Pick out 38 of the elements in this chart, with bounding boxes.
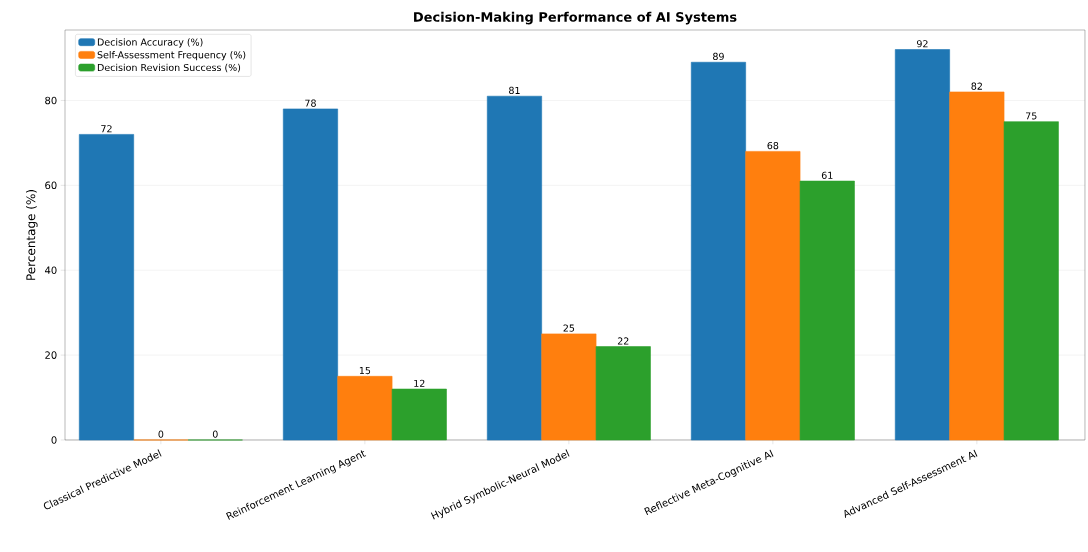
data-label: 82 (971, 82, 982, 90)
data-label: 0 (212, 430, 218, 438)
y-tick-label: 20 (45, 351, 57, 359)
data-label: 75 (1025, 112, 1037, 120)
data-label: 22 (617, 337, 629, 345)
chart-title: Decision-Making Performance of AI Systems (414, 11, 737, 25)
bar (78, 134, 134, 441)
data-label: 89 (713, 52, 724, 61)
data-label: 68 (767, 141, 779, 150)
bar (282, 108, 338, 441)
bar (1003, 121, 1059, 441)
bar (595, 346, 651, 441)
data-label: 81 (509, 86, 520, 95)
bar (745, 151, 801, 441)
data-label: 12 (414, 379, 425, 387)
y-axis-title: Percentage (%) (26, 189, 38, 280)
data-label: 72 (101, 125, 112, 133)
data-label: 92 (917, 40, 928, 48)
legend-label: Decision Revision Success (%) (97, 63, 241, 73)
bar (799, 180, 855, 441)
y-tick-label: 40 (44, 266, 57, 274)
data-label: 15 (359, 367, 371, 375)
bar (391, 388, 447, 441)
data-label: 78 (305, 99, 316, 107)
legend-label: Decision Accuracy (%) (97, 38, 203, 48)
bar (690, 61, 746, 441)
bar (541, 333, 597, 441)
data-label: 61 (821, 171, 833, 179)
y-tick-label: 0 (51, 436, 57, 444)
bar (949, 91, 1005, 441)
y-tick-label: 80 (45, 96, 57, 105)
data-label: 25 (563, 324, 575, 332)
data-label: 0 (158, 430, 164, 438)
bar (337, 376, 393, 441)
bar (894, 49, 950, 441)
legend-label: Self-Assessment Frequency (%) (97, 51, 246, 61)
y-tick-label: 60 (45, 181, 57, 190)
bar (486, 95, 542, 441)
